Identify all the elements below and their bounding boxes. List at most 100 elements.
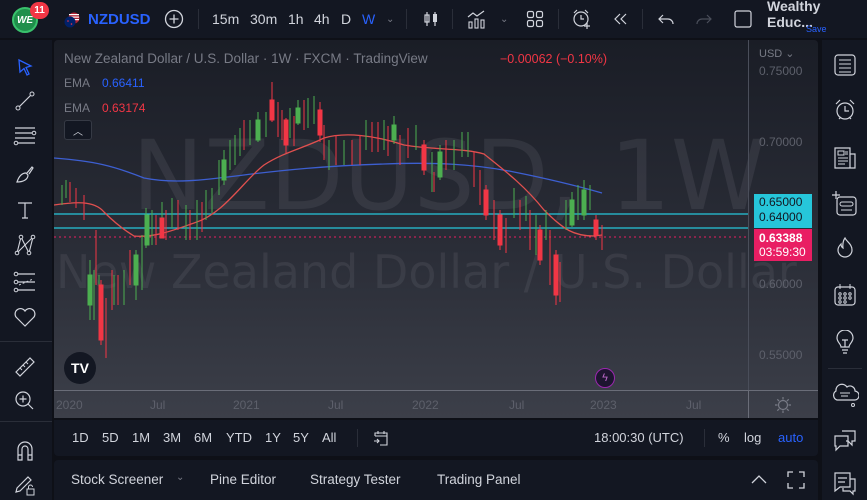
ema-fast-legend[interactable]: EMA 0.63174 (64, 101, 146, 115)
range-1m[interactable]: 1M (132, 430, 151, 445)
cursor-tool[interactable] (12, 54, 38, 80)
range-ytd[interactable]: YTD (226, 430, 252, 445)
chart-legend-title[interactable]: New Zealand Dollar / U.S. Dollar · 1W · … (64, 51, 428, 66)
trend-line-icon (15, 91, 35, 111)
maximize-panel-button[interactable] (787, 471, 805, 489)
save-layout-button[interactable]: Save (806, 24, 827, 34)
layout-name[interactable]: Wealthy Educ... (767, 0, 821, 30)
ideas-button[interactable] (830, 327, 860, 357)
brush-tool[interactable] (12, 161, 38, 187)
messages-button[interactable] (830, 468, 860, 498)
lightning-event-icon[interactable]: ϟ (595, 368, 615, 388)
top-toolbar: WE 11 NZDUSD 15m 30m 1h 4h D W ⌄ ⌄ Wealt… (0, 0, 867, 38)
stock-screener-chevron-icon[interactable]: ⌄ (176, 472, 185, 483)
nzd-usd-flag-icon (64, 12, 80, 28)
right-widget-bar (822, 40, 867, 500)
layout-grid-icon (526, 10, 544, 28)
minds-button[interactable] (830, 380, 860, 410)
trend-line-tool[interactable] (12, 88, 38, 114)
collapse-legend-button[interactable]: ︿ (64, 120, 92, 140)
chart-type-button[interactable] (421, 0, 441, 38)
range-6m[interactable]: 6M (194, 430, 213, 445)
indicators-dropdown-chevron-icon[interactable]: ⌄ (500, 13, 509, 25)
zoom-in-icon (15, 391, 34, 410)
currency-selector[interactable]: USD ⌄ (759, 48, 795, 60)
interval-30m[interactable]: 30m (250, 11, 278, 27)
price-axis[interactable]: USD ⌄ 0.75000 0.70000 0.60000 0.55000 (748, 40, 818, 390)
alarm-clock-icon (835, 99, 855, 120)
ema-fast-value: 0.63174 (102, 101, 146, 115)
magnet-mode-tool[interactable] (12, 438, 38, 464)
utc-clock[interactable]: 18:00:30 (UTC) (594, 430, 684, 445)
forecasting-tool[interactable] (12, 269, 38, 295)
date-range-bar: 1D 5D 1M 3M 6M YTD 1Y 5Y All 18:00:30 (U… (54, 420, 818, 456)
chats-button[interactable] (830, 424, 860, 454)
time-axis[interactable]: 2020 Jul 2021 Jul 2022 Jul 2023 Jul (54, 390, 818, 418)
calendar-arrow-icon (374, 431, 388, 446)
zoom-in-tool[interactable] (12, 388, 38, 414)
create-alert-button[interactable] (571, 0, 593, 38)
alerts-button[interactable] (830, 95, 860, 125)
range-1y[interactable]: 1Y (265, 430, 281, 445)
news-button[interactable] (830, 143, 860, 173)
toolbar-divider (828, 368, 862, 369)
watchlist-button[interactable] (830, 50, 860, 80)
current-price-tag: 0.63388 03:59:30 (754, 229, 812, 261)
range-5y[interactable]: 5Y (293, 430, 309, 445)
tab-trading-panel[interactable]: Trading Panel (437, 472, 521, 487)
chart-settings-button[interactable] (774, 396, 792, 414)
go-to-date-button[interactable] (372, 429, 390, 447)
redo-button[interactable] (695, 0, 713, 38)
undo-icon (658, 14, 674, 25)
hotlists-button[interactable] (830, 233, 860, 263)
tab-strategy-tester[interactable]: Strategy Tester (310, 472, 401, 487)
calendar-icon (834, 284, 856, 306)
lock-drawings-tool[interactable] (12, 472, 38, 498)
favorites-tool[interactable] (12, 304, 38, 330)
projection-lines-icon (13, 271, 35, 293)
compare-symbol-button[interactable] (164, 0, 184, 38)
interval-w[interactable]: W (362, 11, 376, 27)
chevron-up-icon (751, 475, 767, 484)
tradingview-logo[interactable]: TV (64, 352, 96, 384)
chat-bubbles-icon (834, 430, 856, 452)
expand-panel-button[interactable] (750, 472, 768, 486)
ema-slow-value: 0.66411 (102, 76, 145, 90)
price-label: 0.70000 (759, 135, 803, 149)
interval-dropdown-chevron-icon[interactable]: ⌄ (386, 13, 395, 25)
tab-stock-screener[interactable]: Stock Screener (71, 472, 164, 487)
interval-d[interactable]: D (341, 11, 352, 27)
layout-button[interactable] (526, 0, 544, 38)
auto-scale-toggle[interactable]: auto (778, 430, 804, 445)
range-all[interactable]: All (322, 430, 337, 445)
calendar-button[interactable] (830, 280, 860, 310)
indicators-button[interactable] (466, 0, 488, 38)
range-3m[interactable]: 3M (163, 430, 182, 445)
range-1d[interactable]: 1D (72, 430, 89, 445)
ema-slow-legend[interactable]: EMA 0.66411 (64, 76, 145, 90)
rewind-icon (614, 13, 627, 25)
cursor-arrow-icon (18, 58, 33, 76)
log-scale-toggle[interactable]: log (744, 430, 762, 445)
price-change: −0.00062 (−0.10%) (500, 52, 608, 66)
measure-tool[interactable] (12, 354, 38, 380)
text-tool[interactable] (12, 197, 38, 223)
add-widget-button[interactable] (830, 188, 860, 218)
pattern-tool[interactable] (12, 232, 38, 258)
interval-4h[interactable]: 4h (314, 11, 330, 27)
percent-scale-toggle[interactable]: % (718, 430, 730, 445)
replay-button[interactable] (611, 0, 629, 38)
range-5d[interactable]: 5D (102, 430, 119, 445)
interval-1h[interactable]: 1h (288, 11, 304, 27)
heart-icon (14, 308, 36, 327)
symbol-search-button[interactable]: NZDUSD (88, 10, 151, 28)
tab-pine-editor[interactable]: Pine Editor (210, 472, 277, 487)
undo-button[interactable] (657, 0, 675, 38)
drawing-toolbar (0, 40, 52, 500)
candles (61, 82, 603, 358)
brush-icon (16, 166, 34, 183)
chart-pane[interactable]: NZDUSD, 1W New Zealand Dollar / U.S. Dol… (54, 40, 818, 418)
interval-15m[interactable]: 15m (212, 11, 240, 27)
fullscreen-toggle-button[interactable] (733, 0, 753, 38)
fib-retracement-tool[interactable] (12, 123, 38, 149)
